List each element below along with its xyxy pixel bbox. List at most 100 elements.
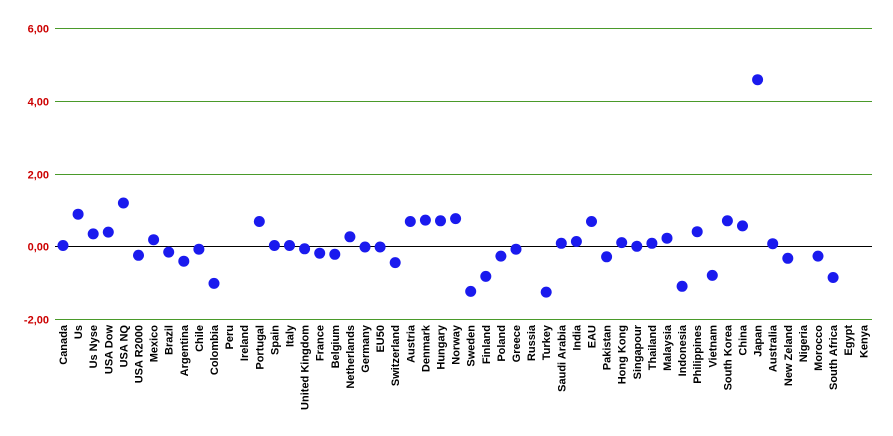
x-tick-label: Malaysia bbox=[662, 324, 674, 371]
data-point bbox=[752, 74, 764, 86]
data-point bbox=[480, 270, 492, 282]
x-tick-label: Greece bbox=[511, 325, 523, 362]
data-point bbox=[253, 216, 265, 227]
x-tick-label: Turkey bbox=[541, 324, 553, 360]
x-tick-label: Hungary bbox=[436, 324, 448, 370]
data-point bbox=[601, 251, 613, 263]
x-tick-label: Peru bbox=[224, 325, 236, 349]
x-tick-label: Denmark bbox=[420, 324, 432, 372]
x-tick-label: Poland bbox=[496, 325, 508, 362]
data-point bbox=[540, 286, 552, 298]
x-tick-label: Ireland bbox=[239, 325, 251, 361]
x-tick-label: South Africa bbox=[828, 324, 840, 390]
x-tick-label: Australia bbox=[768, 324, 780, 372]
x-tick-label: Spain bbox=[269, 325, 281, 355]
x-tick-label: China bbox=[738, 324, 750, 355]
data-point bbox=[389, 257, 401, 269]
x-tick-label: EU50 bbox=[375, 325, 387, 353]
data-point bbox=[133, 249, 144, 261]
data-point bbox=[148, 234, 160, 246]
grid-lines bbox=[55, 28, 872, 320]
x-tick-label: Philippines bbox=[692, 325, 704, 384]
x-tick-label: India bbox=[571, 324, 583, 351]
x-tick-label: USA R2000 bbox=[134, 325, 146, 383]
data-point bbox=[691, 226, 703, 238]
data-point bbox=[586, 216, 597, 227]
x-tick-label: New Zeland bbox=[783, 325, 795, 386]
data-point bbox=[329, 248, 341, 260]
data-point bbox=[737, 220, 748, 232]
y-tick-label: 2,00 bbox=[28, 170, 49, 182]
data-point bbox=[782, 252, 794, 264]
data-point bbox=[767, 238, 779, 250]
data-point bbox=[178, 255, 190, 267]
data-point bbox=[450, 213, 462, 225]
data-point bbox=[827, 272, 839, 283]
y-tick-label: -2,00 bbox=[24, 315, 49, 327]
data-point bbox=[555, 237, 567, 249]
x-tick-label: Austria bbox=[405, 324, 417, 363]
x-tick-label: Brazil bbox=[164, 325, 176, 355]
x-tick-label: Hong Kong bbox=[617, 325, 629, 384]
x-tick-label: Russia bbox=[526, 324, 538, 361]
x-tick-label: Vietnam bbox=[707, 325, 719, 368]
x-tick-label: Egypt bbox=[843, 325, 855, 356]
x-tick-label: Belgium bbox=[330, 325, 342, 369]
y-tick-label: 6,00 bbox=[28, 24, 49, 36]
x-tick-label: Singapour bbox=[632, 324, 644, 379]
data-point bbox=[646, 237, 658, 249]
x-tick-label: Argentina bbox=[179, 324, 191, 376]
data-point bbox=[193, 243, 205, 255]
x-tick-label: Pakistan bbox=[602, 325, 614, 371]
x-tick-label: South Korea bbox=[722, 324, 734, 390]
x-tick-label: Finland bbox=[481, 325, 493, 364]
x-tick-label: Italy bbox=[285, 324, 297, 347]
x-tick-label: Switzerland bbox=[390, 325, 402, 386]
x-tick-label: Germany bbox=[360, 324, 372, 373]
data-point bbox=[570, 236, 582, 247]
x-tick-label: Canada bbox=[58, 324, 70, 365]
x-tick-label: Netherlands bbox=[345, 325, 357, 389]
x-tick-label: Colombia bbox=[209, 324, 221, 375]
x-tick-label: Nigeria bbox=[798, 324, 810, 362]
data-point bbox=[721, 215, 733, 227]
x-tick-label: Saudi Arabia bbox=[556, 324, 568, 392]
data-point bbox=[616, 237, 628, 249]
data-point bbox=[87, 228, 99, 240]
x-tick-label: Indonesia bbox=[677, 324, 689, 376]
data-point bbox=[72, 208, 84, 220]
data-point bbox=[374, 241, 386, 253]
data-point bbox=[359, 241, 371, 253]
data-point bbox=[812, 250, 824, 262]
x-tick-label: Us bbox=[73, 325, 85, 339]
x-tick-label: Norway bbox=[451, 324, 463, 365]
data-point bbox=[208, 277, 220, 289]
data-point bbox=[510, 243, 522, 255]
data-point bbox=[102, 226, 114, 238]
data-point bbox=[661, 232, 673, 244]
data-point bbox=[676, 280, 688, 292]
x-axis-tick-labels: Canada Us Us Nyse USA Dow USA NQ USA R2000 Mex… bbox=[58, 324, 870, 410]
y-tick-label: 0,00 bbox=[28, 242, 49, 254]
x-tick-label: Portugal bbox=[254, 325, 266, 370]
data-point bbox=[57, 240, 69, 251]
data-point bbox=[299, 243, 311, 255]
data-point bbox=[435, 215, 446, 227]
x-tick-label: France bbox=[315, 325, 327, 361]
x-tick-label: USA NQ bbox=[118, 325, 130, 368]
data-point bbox=[404, 216, 416, 227]
x-tick-label: Chile bbox=[194, 325, 206, 352]
x-tick-label: Japan bbox=[753, 325, 765, 357]
x-tick-label: Thailand bbox=[647, 325, 659, 370]
x-tick-label: USA Dow bbox=[103, 325, 115, 375]
data-point bbox=[706, 269, 718, 281]
data-point bbox=[344, 231, 356, 243]
x-tick-label: Kenya bbox=[858, 324, 870, 358]
data-point bbox=[268, 240, 280, 251]
y-axis-tick-labels: -2,00 0,00 2,00 4,00 6,00 bbox=[24, 24, 49, 327]
data-point bbox=[631, 240, 643, 252]
x-tick-label: Mexico bbox=[149, 325, 161, 363]
data-point bbox=[284, 240, 295, 251]
data-point bbox=[495, 250, 507, 262]
